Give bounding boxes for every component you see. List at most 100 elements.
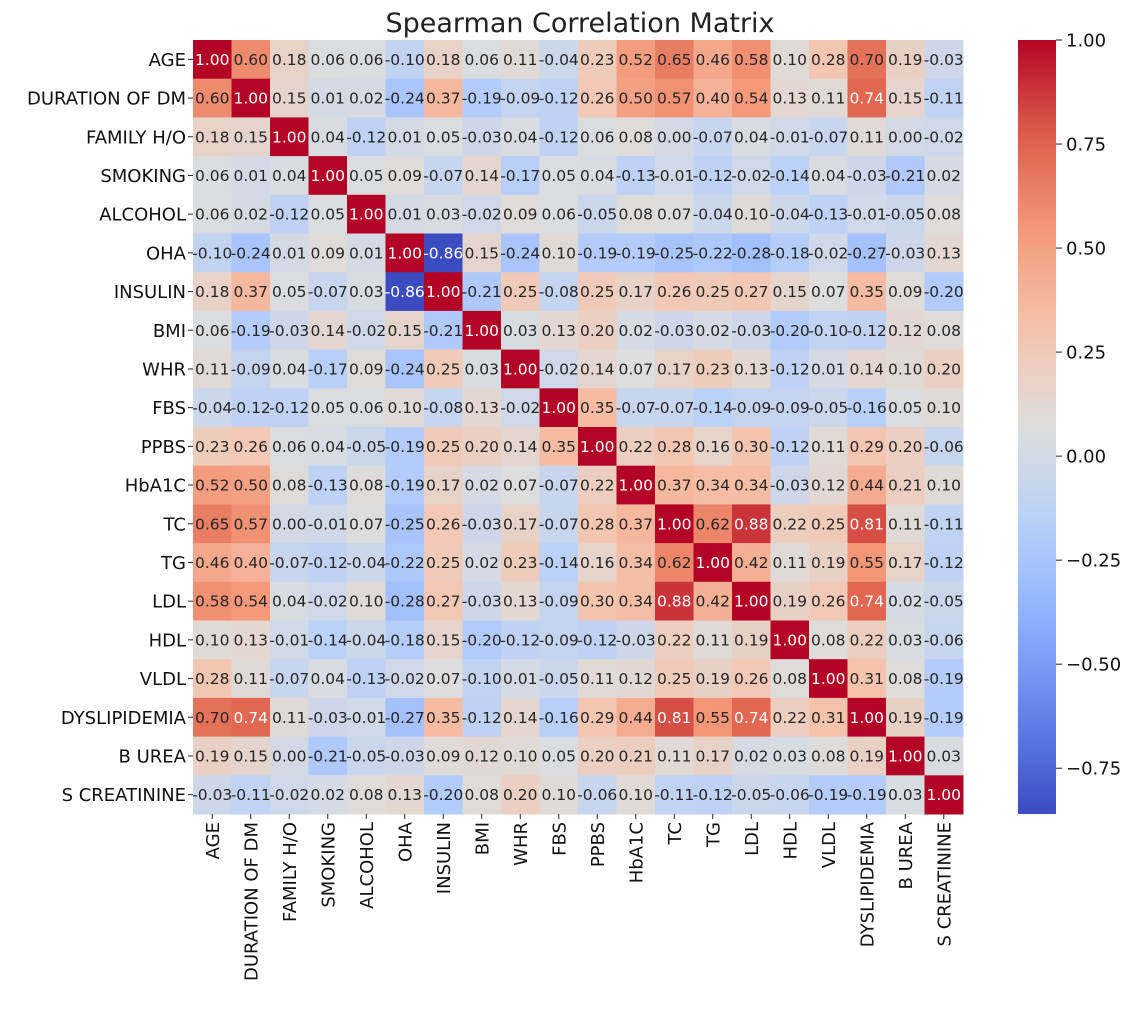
cell-value-label: 0.23 — [580, 51, 615, 69]
cell-value-label: 1.00 — [310, 167, 345, 185]
heatmap-cell — [693, 388, 733, 428]
heatmap-cell — [770, 581, 810, 621]
cell-value-label: 0.42 — [695, 593, 730, 611]
cell-value-label: 0.04 — [272, 360, 307, 378]
heatmap-cell — [770, 272, 810, 312]
heatmap-cell — [347, 117, 386, 157]
heatmap-cell — [693, 543, 733, 583]
heatmap-cell — [270, 78, 309, 118]
heatmap-cell — [231, 620, 271, 660]
cell-value-label: 0.74 — [849, 593, 884, 611]
cell-value-label: -0.21 — [885, 167, 925, 185]
cell-value-label: 0.30 — [580, 593, 615, 611]
cell-value-label: 0.34 — [618, 554, 653, 572]
heatmap-cell — [231, 736, 271, 776]
colorbar-tick-label: 0.50 — [1066, 239, 1106, 260]
heatmap-cell — [732, 233, 771, 273]
cell-value-label: 0.13 — [541, 322, 576, 340]
cell-value-label: -0.19 — [385, 438, 425, 456]
heatmap-cell — [385, 620, 425, 660]
heatmap-cell — [809, 697, 848, 738]
heatmap-cell — [385, 504, 425, 544]
heatmap-cell — [308, 233, 348, 273]
cell-value-label: 0.25 — [695, 283, 730, 301]
cell-value-label: 0.08 — [464, 786, 499, 804]
heatmap-cell — [308, 194, 348, 234]
cell-value-label: 0.06 — [195, 167, 230, 185]
cell-value-label: 0.25 — [657, 670, 692, 688]
heatmap-cell — [693, 310, 733, 351]
heatmap-cell — [462, 349, 502, 389]
cell-value-label: -0.05 — [346, 438, 386, 456]
heatmap-cell — [616, 504, 656, 544]
heatmap-cell — [385, 40, 425, 80]
cell-value-label: 0.01 — [387, 128, 422, 146]
cell-value-label: 0.06 — [272, 438, 307, 456]
cell-value-label: -0.17 — [500, 167, 540, 185]
heatmap-cell — [424, 349, 463, 389]
heatmap-cell — [501, 233, 540, 273]
cell-value-label: -0.19 — [924, 670, 964, 688]
cell-value-label: -0.02 — [269, 786, 309, 804]
heatmap-cell — [809, 40, 848, 80]
heatmap-cell — [539, 194, 579, 234]
heatmap-cell — [308, 504, 348, 544]
heatmap-cell — [270, 697, 309, 738]
cell-value-label: 0.44 — [618, 709, 653, 727]
cell-value-label: 0.05 — [888, 399, 923, 417]
heatmap-cell — [693, 156, 733, 196]
cell-value-label: 0.04 — [310, 438, 345, 456]
heatmap-cell — [578, 465, 617, 505]
cell-value-label: -0.27 — [847, 244, 887, 262]
heatmap-cell — [270, 388, 309, 428]
cell-value-label: -0.07 — [269, 670, 309, 688]
colorbar-tick-label: 0.75 — [1066, 135, 1106, 156]
cell-value-label: 0.02 — [349, 90, 384, 108]
heatmap-cell — [424, 272, 463, 312]
heatmap-cell — [655, 427, 694, 467]
cell-value-label: -0.12 — [577, 631, 617, 649]
heatmap-cell — [462, 581, 502, 621]
heatmap-cell — [231, 78, 271, 118]
cell-value-label: -0.20 — [924, 283, 964, 301]
cell-value-label: 0.04 — [272, 593, 307, 611]
heatmap-cell — [924, 659, 964, 699]
heatmap-cell — [385, 465, 425, 505]
heatmap-cell — [424, 310, 463, 351]
heatmap-cell — [385, 775, 425, 815]
heatmap-cell — [693, 697, 733, 738]
cell-value-label: 0.03 — [772, 747, 807, 765]
heatmap-cell — [193, 659, 232, 699]
heatmap-cell — [539, 427, 579, 467]
heatmap-cell — [308, 117, 348, 157]
cell-value-label: -0.07 — [539, 515, 579, 533]
cell-value-label: -0.04 — [770, 206, 810, 224]
cell-value-label: -0.03 — [770, 477, 810, 495]
heatmap-cell — [578, 272, 617, 312]
cell-value-label: 0.60 — [233, 51, 268, 69]
cell-value-label: -0.20 — [423, 786, 463, 804]
heatmap-cell — [578, 156, 617, 196]
heatmap-cell — [501, 620, 540, 660]
heatmap-cell — [655, 233, 694, 273]
cell-value-label: -0.25 — [654, 244, 694, 262]
cell-value-label: 0.03 — [426, 206, 461, 224]
heatmap-cell — [847, 233, 887, 273]
cell-value-label: 0.37 — [233, 283, 268, 301]
heatmap-cell — [462, 504, 502, 544]
cell-value-label: -0.19 — [462, 90, 502, 108]
cell-value-label: 0.30 — [734, 438, 769, 456]
cell-value-label: 0.26 — [734, 670, 769, 688]
heatmap-cell — [616, 349, 656, 389]
cell-value-label: 0.26 — [580, 90, 615, 108]
cell-value-label: 0.06 — [195, 206, 230, 224]
heatmap-cell — [231, 388, 271, 428]
heatmap-cell — [616, 427, 656, 467]
heatmap-cell — [193, 349, 232, 389]
cell-value-label: 0.10 — [195, 631, 230, 649]
heatmap-cell — [847, 504, 887, 544]
cell-value-label: 0.26 — [426, 515, 461, 533]
heatmap-cell — [655, 310, 694, 351]
cell-value-label: 0.29 — [849, 438, 884, 456]
